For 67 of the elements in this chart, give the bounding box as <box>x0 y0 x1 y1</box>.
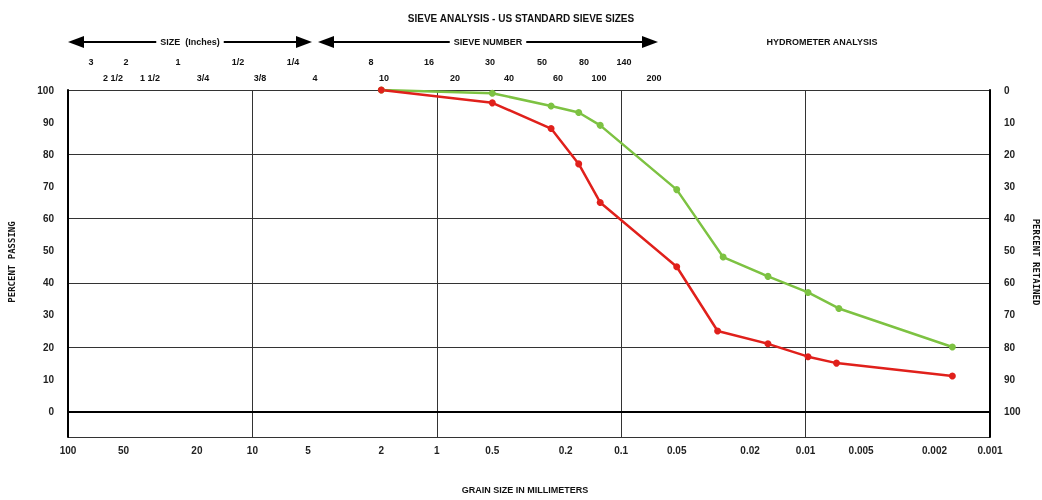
y-tick-label: 40 <box>42 277 55 289</box>
x-tick-label: 0.002 <box>921 444 948 456</box>
text: SIZE (Inches) <box>160 37 220 47</box>
x-tick-label: 0.02 <box>740 444 761 456</box>
y-tick-label: 10 <box>42 373 55 385</box>
text: 10 <box>378 73 390 83</box>
y2-tick-label: 0 <box>1004 84 1010 96</box>
text: 100 <box>591 73 607 83</box>
text: 30 <box>484 57 496 67</box>
text: SIEVE NUMBER <box>453 37 523 47</box>
text: 4 <box>312 73 318 83</box>
x-tick-label: 0.001 <box>977 444 1003 456</box>
y2-tick-label: 100 <box>1004 405 1022 417</box>
chart-title: SIEVE ANALYSIS - US STANDARD SIEVE SIZES <box>407 12 635 24</box>
x-tick-label: 20 <box>191 444 203 456</box>
text: 60 <box>552 73 564 83</box>
x-tick-label: 50 <box>117 444 130 456</box>
text: 3/8 <box>253 73 267 83</box>
text: 8 <box>368 57 374 67</box>
y-tick-label: 0 <box>48 405 55 417</box>
text: 1/4 <box>286 57 300 67</box>
y2-tick-label: 60 <box>1004 277 1016 289</box>
text: 50 <box>536 57 548 67</box>
x-tick-label: 0.2 <box>558 444 574 456</box>
y-tick-label: 90 <box>42 116 55 128</box>
text: 80 <box>578 57 590 67</box>
text: 1 <box>175 57 181 67</box>
text: 1/2 <box>231 57 245 67</box>
text: 20 <box>449 73 461 83</box>
y2-tick-label: 30 <box>1004 180 1016 192</box>
x-tick-label: 0.005 <box>848 444 875 456</box>
text: 16 <box>423 57 435 67</box>
x-tick-label: 0.5 <box>485 444 500 456</box>
x-tick-label: 0.1 <box>614 444 629 456</box>
text: 3 <box>88 57 94 67</box>
y2-tick-label: 10 <box>1004 116 1016 128</box>
text: 2 1/2 <box>102 73 124 83</box>
y-tick-label: 100 <box>37 84 55 96</box>
y2-tick-label: 20 <box>1004 148 1016 160</box>
x-axis-title: GRAIN SIZE IN MILLIMETERS <box>461 485 589 495</box>
y2-tick-label: 50 <box>1004 245 1016 257</box>
x-tick-label: 0.05 <box>666 444 687 456</box>
text: 200 <box>646 73 662 83</box>
y2-tick-label: 40 <box>1004 213 1016 225</box>
x-tick-label: 2 <box>378 444 385 456</box>
y2-tick-label: 70 <box>1004 309 1016 321</box>
y2-tick-label: 90 <box>1004 373 1016 385</box>
y-tick-label: 30 <box>42 309 55 321</box>
x-tick-label: 1 <box>434 444 441 456</box>
text: 140 <box>616 57 632 67</box>
x-tick-label: 0.01 <box>795 444 816 456</box>
text: HYDROMETER ANALYSIS <box>766 37 878 47</box>
text: 1 1/2 <box>139 73 161 83</box>
y-tick-label: 60 <box>42 213 55 225</box>
x-tick-label: 100 <box>59 444 77 456</box>
y-axis-title: PERCENT PASSING <box>7 221 17 303</box>
y-tick-label: 70 <box>42 180 55 192</box>
y2-tick-label: 80 <box>1004 341 1016 353</box>
y-tick-label: 80 <box>42 148 55 160</box>
y2-axis-title: PERCENT RETAINED <box>1031 218 1041 306</box>
x-tick-label: 5 <box>305 444 312 456</box>
y-tick-label: 50 <box>42 245 55 257</box>
text: 3/4 <box>196 73 210 83</box>
text: 2 <box>123 57 129 67</box>
x-tick-label: 10 <box>246 444 259 456</box>
y-tick-label: 20 <box>42 341 55 353</box>
text: 40 <box>503 73 515 83</box>
